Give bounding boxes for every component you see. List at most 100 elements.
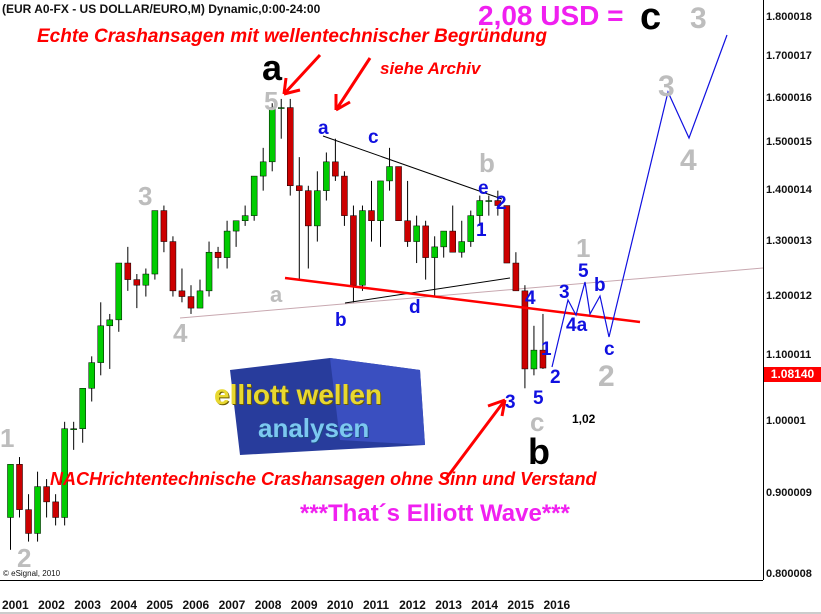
candle (241, 215, 249, 221)
candle (7, 464, 14, 518)
wave-label: 2 (17, 543, 32, 573)
wave-label: 5 (533, 388, 544, 409)
candle (16, 464, 23, 510)
candle (178, 290, 186, 297)
candle (151, 210, 159, 275)
bottom-border (0, 612, 821, 614)
candle (52, 501, 59, 518)
value-label: 1,02 (572, 412, 596, 426)
wave-label: b (594, 275, 606, 296)
x-tick-label: 2013 (435, 598, 462, 612)
candle (530, 349, 538, 370)
candle (368, 210, 375, 221)
trendline-gray (179, 267, 763, 319)
x-tick-label: 2009 (290, 598, 318, 612)
candle (494, 200, 502, 206)
candle (115, 262, 123, 321)
x-tick-label: 2002 (38, 598, 65, 612)
y-tick-label: 1.800018 (766, 10, 812, 23)
candle (25, 509, 32, 534)
x-tick-label: 2003 (74, 598, 101, 612)
wave-label: a (318, 118, 329, 139)
candle (205, 251, 213, 292)
candle (359, 210, 366, 286)
trendline-lower (344, 277, 511, 304)
price-chart (7, 34, 763, 550)
candle (124, 262, 132, 280)
arrows (282, 53, 507, 481)
candles (7, 98, 547, 550)
candle (467, 215, 475, 242)
wave-label-b-black: b (528, 431, 550, 472)
slogan: ***That´s Elliott Wave*** (300, 500, 570, 527)
wave-label: d (409, 297, 421, 318)
y-tick-label: 0.900009 (766, 487, 812, 500)
bottom-headline: NACHrichtentechnische Crashansagen ohne … (50, 469, 597, 489)
candle (196, 290, 204, 309)
candle (223, 230, 231, 258)
wave-label: 1 (476, 220, 487, 241)
x-tick-label: 2016 (543, 598, 571, 612)
wave-label-a-black: a (262, 47, 283, 88)
candle (277, 107, 285, 109)
candle (268, 107, 276, 163)
candle (485, 200, 493, 202)
candle (539, 349, 547, 369)
candle (250, 175, 258, 216)
wave-label: 4 (173, 318, 188, 348)
candle (458, 241, 465, 253)
x-tick-label: 2008 (254, 598, 282, 612)
wave-label: e (478, 178, 489, 199)
wave-label: c (604, 339, 615, 360)
candle (296, 185, 303, 191)
candle (503, 205, 511, 264)
candle (232, 220, 240, 232)
wave-label: 1 (541, 339, 552, 360)
candle (449, 230, 456, 253)
x-tick-label: 2012 (399, 598, 426, 612)
arrow-icon (282, 53, 322, 96)
x-tick-label: 2004 (110, 598, 137, 612)
x-tick-label: 2001 (2, 598, 29, 612)
wave-label: c (530, 407, 545, 437)
wave-label: c (368, 127, 379, 148)
wave-label: 2 (550, 367, 561, 388)
logo (230, 358, 425, 455)
arrow-icon (443, 398, 507, 481)
candle (160, 210, 168, 242)
wave-label: 1 (0, 423, 15, 453)
target-label: 2,08 USD = (478, 0, 624, 31)
candle (133, 279, 141, 286)
headline: Echte Crashansagen mit wellentechnischer… (37, 26, 547, 47)
x-tick-label: 2006 (182, 598, 210, 612)
wave-label: 4 (680, 144, 697, 177)
candle (413, 225, 420, 242)
target-wave-3: 3 (690, 2, 707, 35)
candle (43, 486, 50, 503)
candle (350, 215, 357, 286)
candle (323, 161, 330, 191)
wave-label: 2 (496, 193, 507, 214)
wave-label: 3 (138, 181, 153, 211)
y-tick-label: 1.500015 (766, 136, 812, 149)
candle (395, 166, 402, 221)
arrow-icon (334, 57, 372, 112)
wave-label: 5 (578, 261, 589, 282)
y-axis-line (763, 0, 764, 580)
x-tick-label: 2010 (326, 598, 354, 612)
candle (332, 161, 339, 177)
candle (341, 175, 348, 216)
wave-label: 3 (559, 282, 570, 303)
logo-text-analysen: analysen (258, 413, 370, 443)
projection-path (551, 34, 728, 368)
y-tick-label: 1.700017 (766, 50, 812, 63)
x-tick-label: 2014 (471, 598, 498, 612)
y-tick-label: 1.00001 (766, 414, 806, 427)
candle (305, 190, 312, 227)
candle (476, 200, 484, 216)
logo-text-elliott: elliott wellen (214, 379, 383, 410)
wave-label: 3 (658, 70, 675, 103)
x-tick-label: 2007 (218, 598, 246, 612)
candle (440, 230, 447, 248)
